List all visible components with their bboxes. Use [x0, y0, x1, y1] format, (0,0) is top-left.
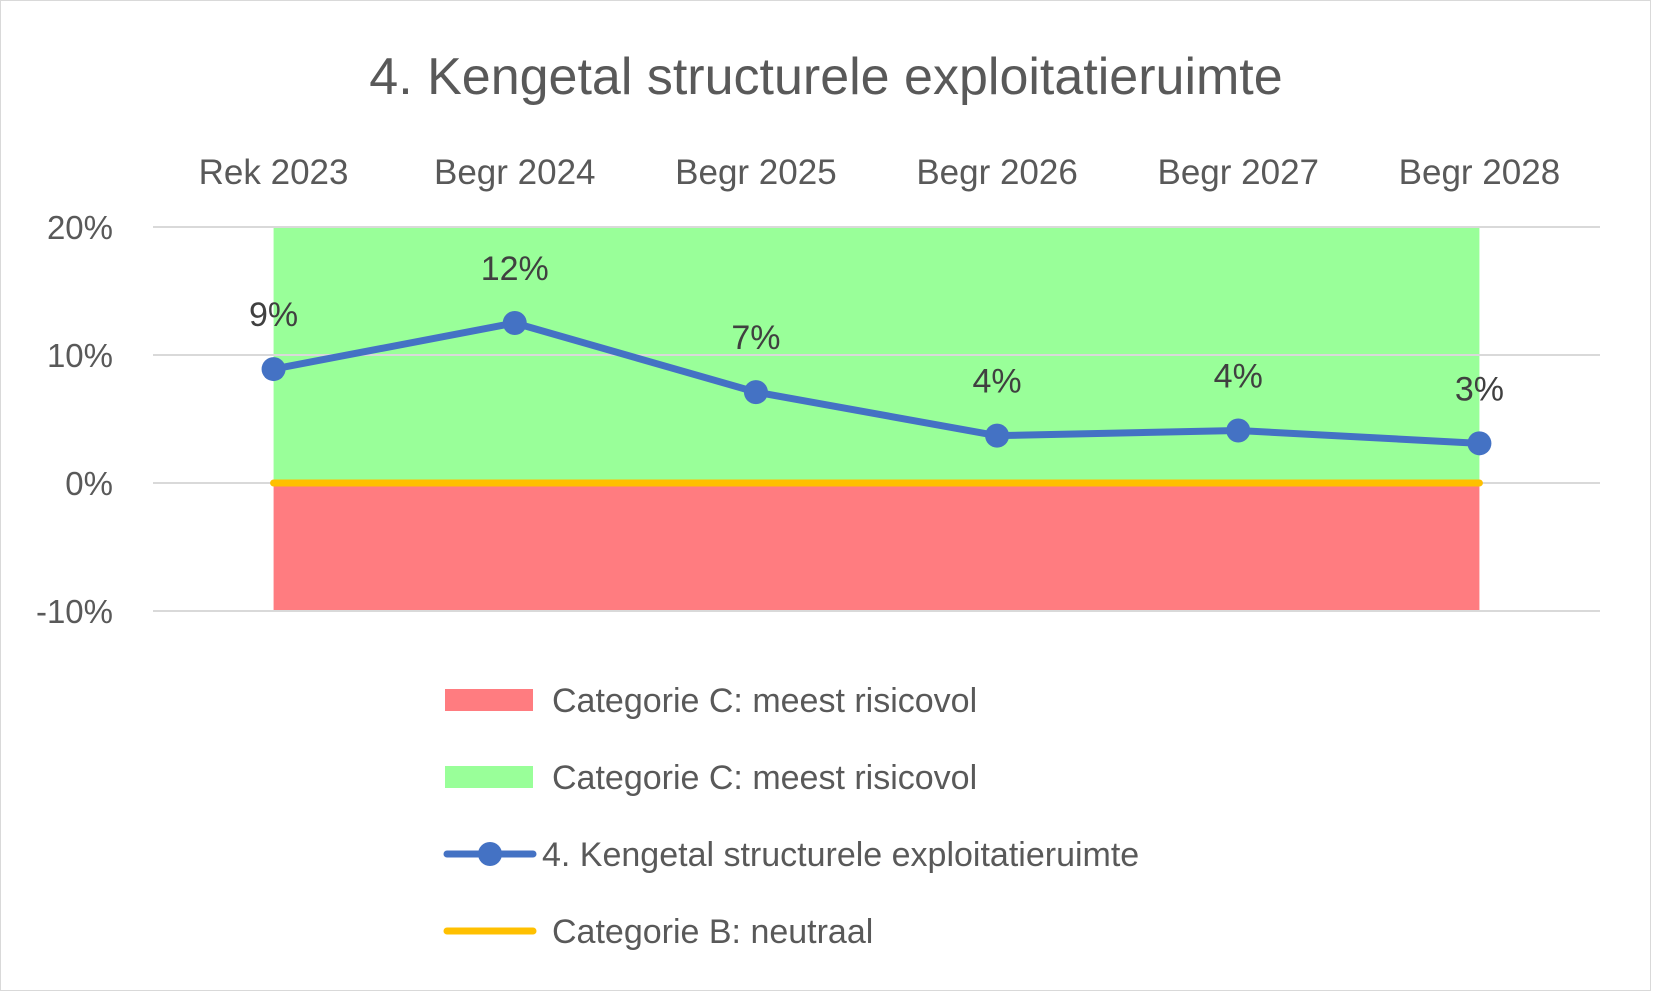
legend-label: 4. Kengetal structurele exploitatieruimt… — [542, 836, 1139, 874]
data-point — [261, 357, 286, 382]
y-tick-label: 0% — [65, 465, 113, 502]
x-category-label: Begr 2028 — [1399, 153, 1561, 192]
data-point — [1226, 418, 1251, 443]
x-category-label: Rek 2023 — [199, 153, 349, 192]
series — [261, 311, 1492, 456]
data-point — [743, 380, 768, 405]
legend-label: Categorie C: meest risicovol — [552, 759, 977, 797]
x-category-label: Begr 2025 — [675, 153, 837, 192]
x-category-label: Begr 2027 — [1157, 153, 1319, 192]
data-label: 3% — [1455, 370, 1504, 408]
category-bands — [273, 227, 1480, 611]
y-tick-label: 10% — [47, 337, 113, 374]
x-axis-categories: Rek 2023 Begr 2024 Begr 2025 Begr 2026 Begr … — [199, 153, 1561, 192]
data-point — [1467, 431, 1492, 456]
x-category-label: Begr 2026 — [916, 153, 1078, 192]
legend: Categorie C: meest risicovol Categorie C:… — [443, 682, 1139, 951]
legend-swatch-marker — [478, 842, 502, 866]
data-label: 4% — [1214, 358, 1263, 396]
data-point — [502, 311, 527, 335]
series-line — [270, 319, 1483, 447]
data-label: 4% — [973, 363, 1022, 401]
x-category-label: Begr 2024 — [434, 153, 596, 192]
chart-title: 4. Kengetal structurele exploitatieruimt… — [369, 48, 1282, 106]
legend-label: Categorie B: neutraal — [552, 913, 873, 951]
data-label: 7% — [731, 319, 780, 357]
data-labels: 9% 12% 7% 4% 4% 3% — [249, 250, 1504, 408]
legend-swatch — [445, 689, 533, 711]
legend-label: Categorie C: meest risicovol — [552, 682, 977, 720]
y-tick-label: 20% — [47, 209, 113, 246]
data-label: 9% — [249, 296, 298, 334]
data-point — [985, 423, 1010, 448]
data-label: 12% — [481, 250, 549, 288]
band-0 — [273, 483, 1480, 611]
y-axis-ticks: 20% 10% 0% -10% — [36, 209, 113, 630]
y-tick-label: -10% — [36, 593, 113, 630]
legend-swatch — [445, 766, 533, 788]
